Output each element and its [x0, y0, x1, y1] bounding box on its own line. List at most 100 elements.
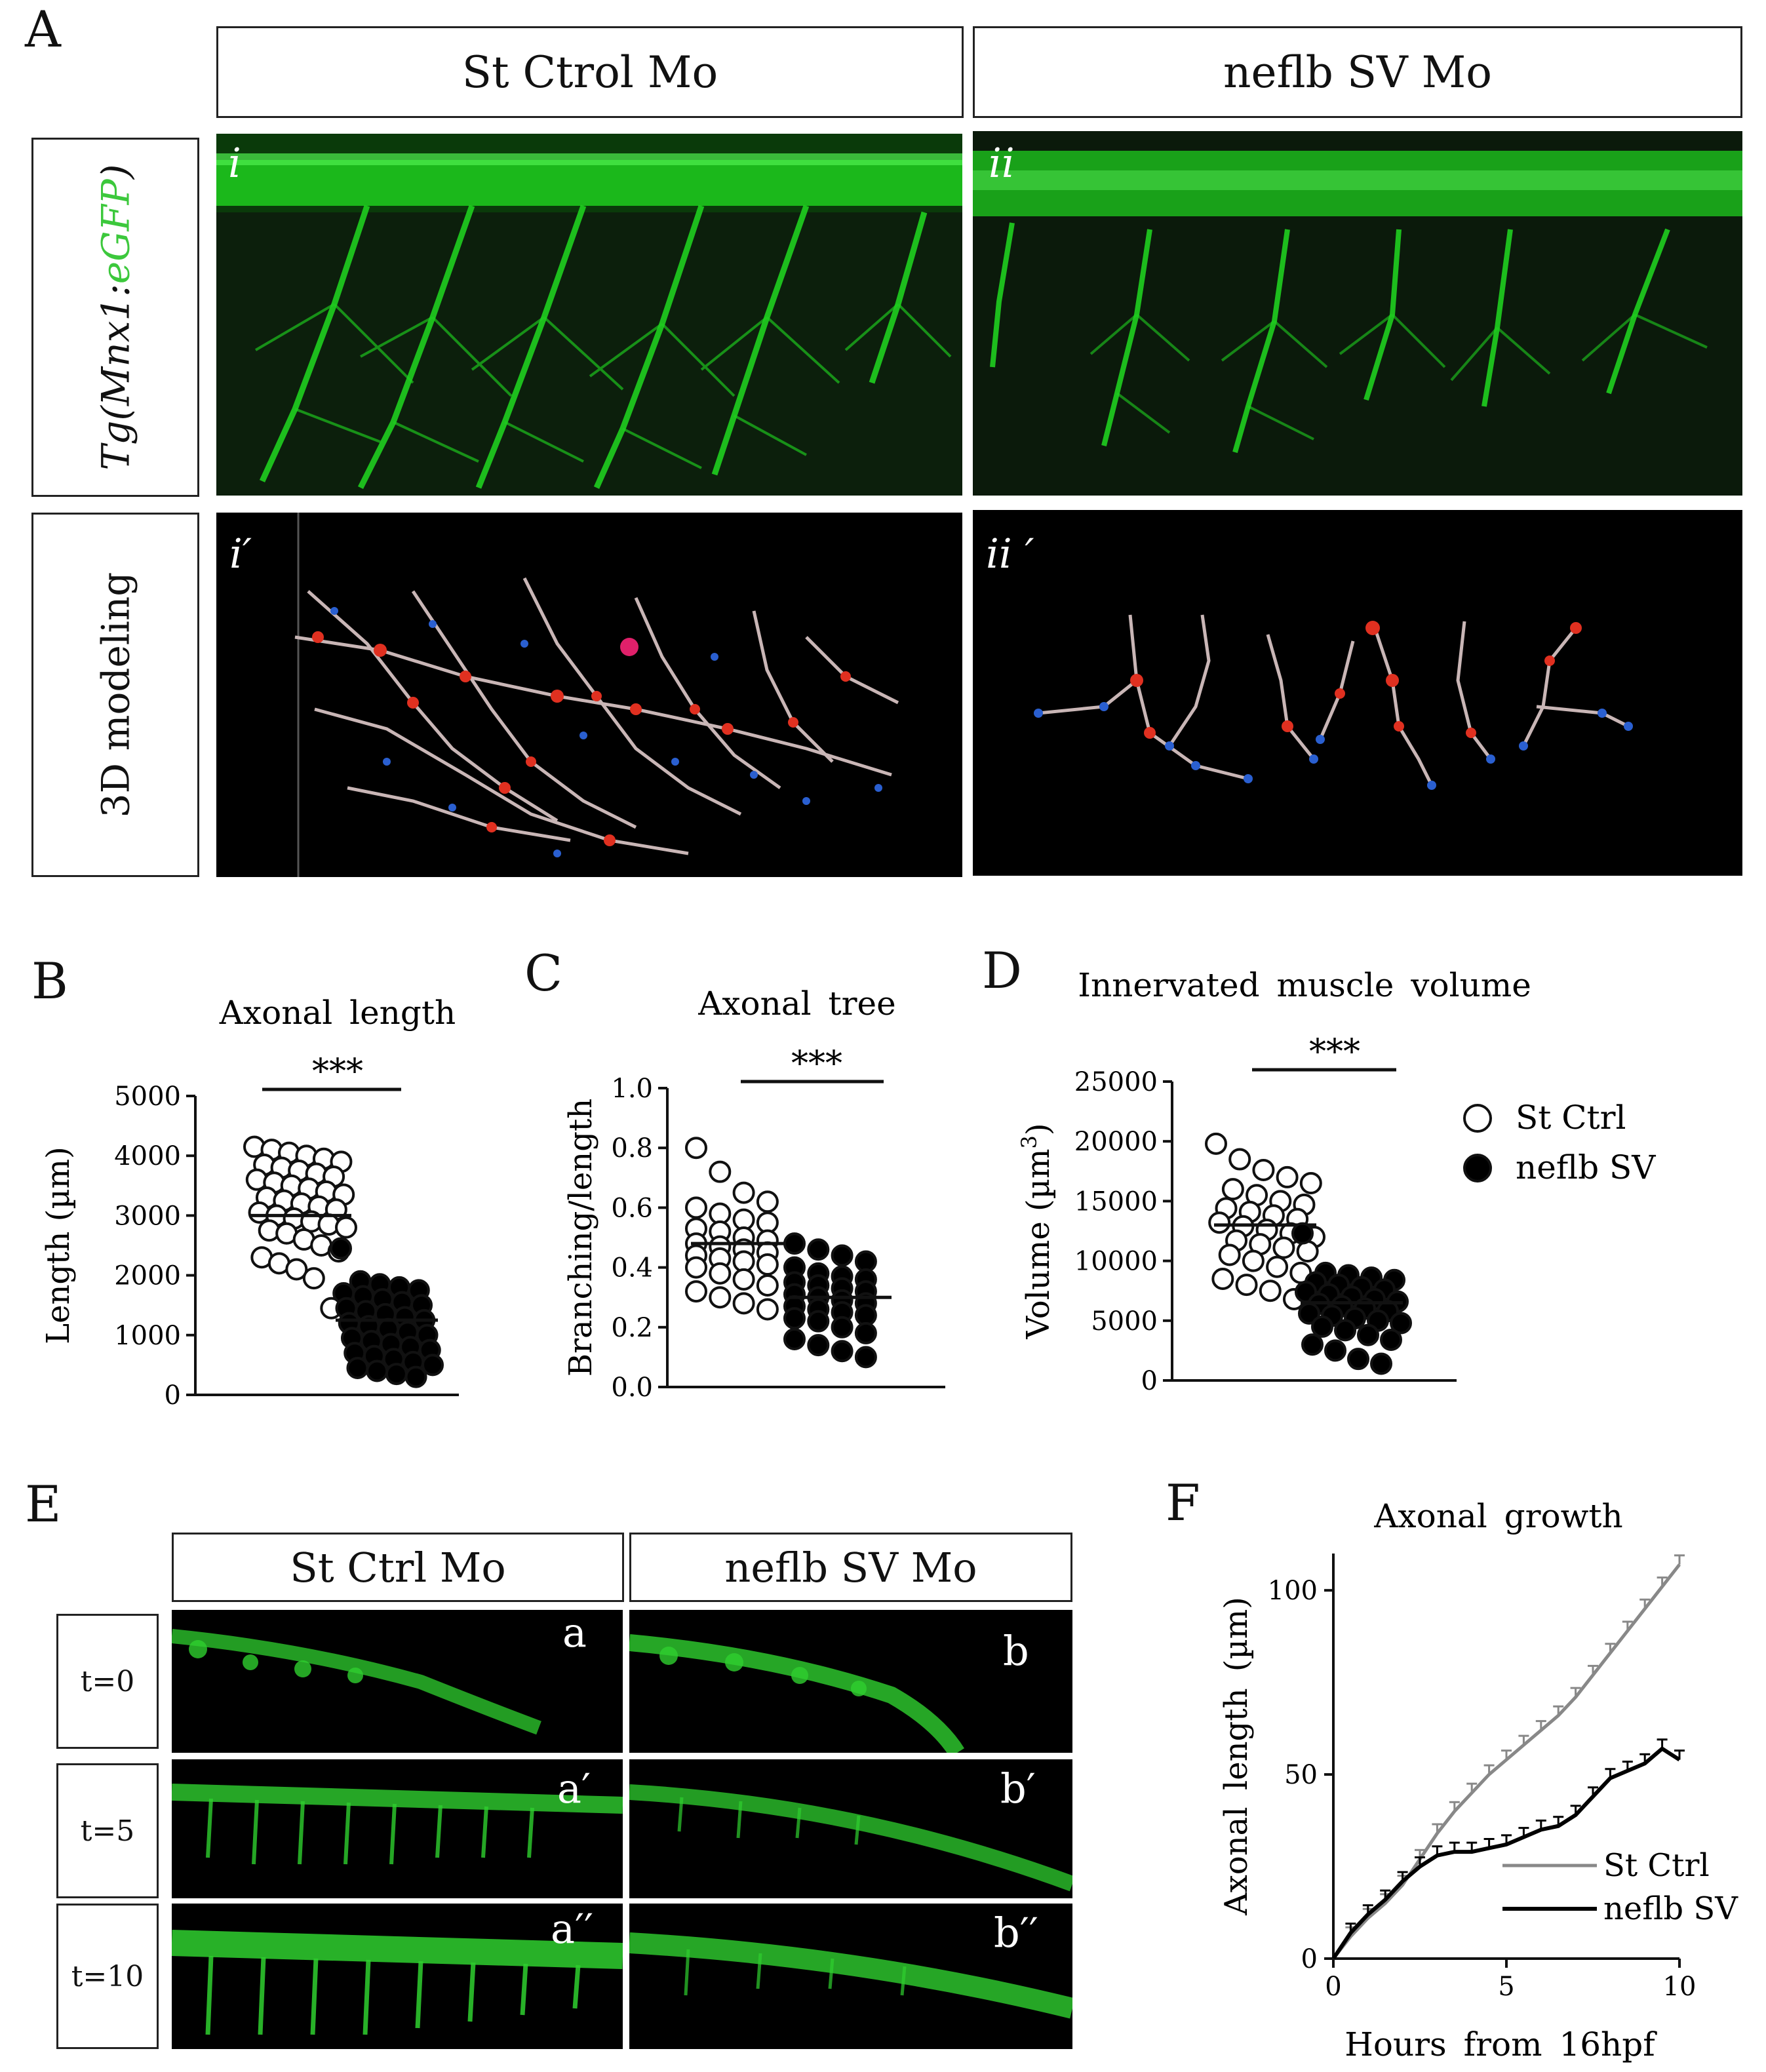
image-label-b-double-prime: b′′ — [994, 1909, 1038, 1957]
y-tick-label: 5000 — [1091, 1306, 1158, 1337]
y-tick-label: 0.6 — [611, 1193, 653, 1223]
y-tick-label: 0.0 — [611, 1373, 653, 1403]
chart-title: Innervated muscle volume — [1078, 966, 1531, 1004]
point-neflb-sv — [807, 1238, 830, 1261]
point-st-ctrl — [709, 1286, 732, 1309]
point-st-ctrl — [302, 1267, 325, 1290]
panel-letter-d: D — [982, 941, 1022, 1000]
point-st-ctrl — [756, 1298, 779, 1321]
image-e-b — [629, 1610, 1072, 1753]
chart-f-axonal-growth: 0 50 100 0 5 10 Axonal growth Hours from 16hpf A… — [1218, 1497, 1738, 2063]
point-neflb-sv — [783, 1328, 806, 1351]
point-st-ctrl — [1276, 1165, 1299, 1188]
image-label-ii: ii — [989, 139, 1015, 187]
chart-c-axonal-tree: 0.0 0.2 0.4 0.6 0.8 1.0 Axonal tree *** Branchin… — [562, 985, 945, 1403]
point-st-ctrl — [709, 1262, 732, 1285]
point-st-ctrl — [1272, 1236, 1295, 1259]
significance-label: *** — [791, 1044, 842, 1084]
point-st-ctrl — [732, 1268, 755, 1291]
chart-title: Axonal growth — [1373, 1497, 1622, 1535]
image-ctrl-gfp — [216, 134, 962, 496]
y-tick-label: 100 — [1268, 1576, 1318, 1606]
row-label-t0-text: t=0 — [80, 1664, 135, 1698]
image-e-b-double-prime — [629, 1904, 1072, 2049]
legend-marker-neflb-sv — [1463, 1154, 1492, 1183]
point-neflb-sv — [807, 1334, 830, 1357]
point-st-ctrl — [1228, 1148, 1251, 1171]
x-axis-label: Hours from 16hpf — [1344, 2025, 1657, 2063]
point-neflb-sv — [1357, 1323, 1379, 1346]
x-tick-label: 0 — [1325, 1972, 1341, 2002]
point-neflb-sv — [854, 1321, 877, 1344]
point-st-ctrl — [1235, 1274, 1258, 1297]
point-neflb-sv — [422, 1354, 444, 1377]
row-label-tg-mnx1-egfp: Tg(Mnx1:eGFP) — [31, 138, 199, 497]
point-neflb-sv — [854, 1346, 877, 1369]
point-st-ctrl — [1266, 1255, 1289, 1278]
x-tick-label: 5 — [1498, 1972, 1514, 2002]
y-tick-label: 5000 — [114, 1082, 181, 1112]
row-label-t5: t=5 — [56, 1763, 159, 1898]
row-label-3d-modeling: 3D modeling — [31, 513, 199, 877]
y-tick-label: 0.4 — [611, 1253, 653, 1283]
point-st-ctrl — [335, 1216, 357, 1239]
header-neflb-sv-mo: neflb SV Mo — [973, 26, 1742, 118]
legend-marker-st-ctrl — [1463, 1104, 1492, 1133]
point-st-ctrl — [756, 1274, 779, 1297]
y-tick-label: 0 — [1301, 1944, 1318, 1974]
point-st-ctrl — [732, 1181, 755, 1204]
point-st-ctrl — [1242, 1249, 1265, 1272]
point-st-ctrl — [709, 1160, 732, 1183]
panel-letter-e: E — [25, 1475, 62, 1533]
row-label-t10-text: t=10 — [71, 1959, 144, 1993]
panel-letter-b: B — [31, 952, 68, 1010]
image-label-a: a — [562, 1609, 587, 1656]
point-neflb-sv — [1370, 1352, 1392, 1375]
point-st-ctrl — [732, 1292, 755, 1315]
point-neflb-sv — [330, 1237, 352, 1260]
point-neflb-sv — [1334, 1319, 1356, 1342]
point-st-ctrl — [285, 1258, 308, 1281]
point-st-ctrl — [1259, 1280, 1282, 1302]
y-tick-label: 0.2 — [611, 1313, 653, 1343]
y-axis-label: Axonal length (µm) — [1218, 1597, 1255, 1916]
point-st-ctrl — [1205, 1132, 1227, 1155]
significance-label: *** — [1309, 1032, 1360, 1072]
y-tick-label: 0 — [1141, 1366, 1158, 1396]
panel-letter-f: F — [1166, 1474, 1200, 1532]
image-e-a — [172, 1610, 623, 1753]
point-st-ctrl — [1218, 1243, 1241, 1266]
point-neflb-sv — [807, 1310, 830, 1333]
chart-d-innervated-volume: 0 5000 10000 15000 20000 25000 Innervated musc… — [1017, 966, 1531, 1396]
legend-label-neflb-sv: neflb SV — [1603, 1890, 1738, 1927]
y-tick-label: 15000 — [1074, 1186, 1158, 1217]
image-ctrl-3d-model — [216, 513, 962, 877]
point-neflb-sv — [831, 1340, 854, 1363]
chart-d-legend: St Ctrl neflb SV — [1463, 1099, 1656, 1186]
y-axis-label: Length (µm) — [40, 1146, 77, 1344]
point-neflb-sv — [783, 1232, 806, 1255]
y-tick-label: 50 — [1284, 1760, 1318, 1790]
y-tick-label: 25000 — [1074, 1067, 1158, 1097]
image-label-ii-prime: ii ′ — [986, 530, 1034, 577]
point-st-ctrl — [1299, 1172, 1322, 1195]
header-e-neflb-sv-mo: neflb SV Mo — [629, 1533, 1072, 1602]
image-label-i-prime: i′ — [229, 530, 252, 577]
legend-label-st-ctrl: St Ctrl — [1516, 1099, 1626, 1137]
image-e-b-prime — [629, 1759, 1072, 1898]
point-neflb-sv — [1311, 1315, 1333, 1338]
image-label-a-prime: a′ — [557, 1765, 591, 1812]
point-neflb-sv — [1380, 1328, 1402, 1351]
point-st-ctrl — [1221, 1178, 1244, 1201]
image-e-a-prime — [172, 1759, 623, 1898]
point-st-ctrl — [685, 1137, 707, 1160]
image-label-b: b — [1003, 1627, 1029, 1675]
y-tick-label: 1000 — [114, 1321, 181, 1351]
point-neflb-sv — [1390, 1312, 1412, 1335]
panel-letter-c: C — [524, 944, 563, 1002]
image-label-b-prime: b′ — [1000, 1765, 1036, 1812]
point-neflb-sv — [1347, 1348, 1369, 1371]
row-label-t0: t=0 — [56, 1614, 159, 1749]
point-st-ctrl — [1208, 1211, 1231, 1234]
